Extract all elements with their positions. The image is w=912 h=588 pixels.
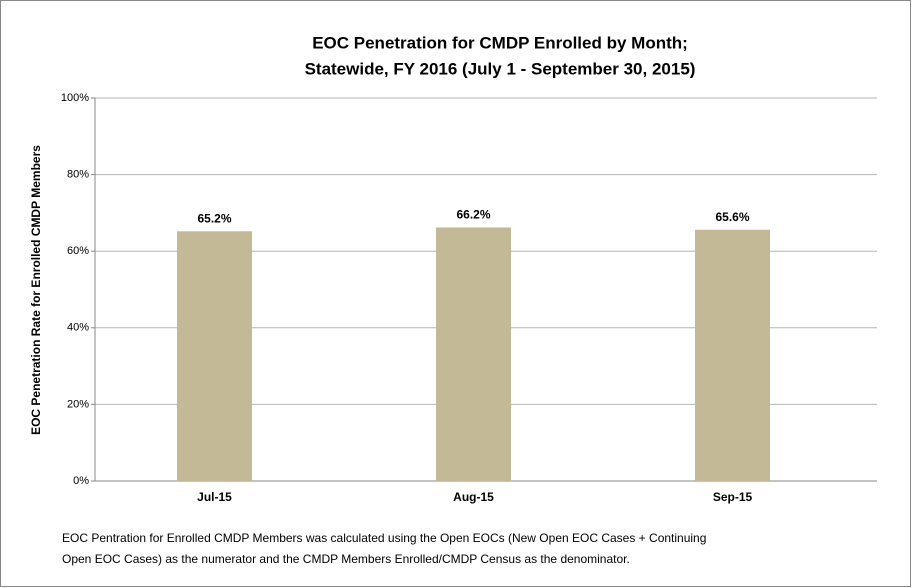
chart-title: Statewide, FY 2016 (July 1 - September 3…	[305, 59, 696, 78]
footnote: Open EOC Cases) as the numerator and the…	[62, 552, 630, 566]
data-label: 65.6%	[715, 210, 749, 224]
x-tick-label: Aug-15	[453, 490, 494, 504]
y-tick-label: 60%	[67, 245, 89, 257]
y-tick-label: 100%	[61, 92, 89, 104]
footnote: EOC Pentration for Enrolled CMDP Members…	[62, 531, 706, 545]
y-tick-label: 20%	[67, 398, 89, 410]
bar	[695, 229, 770, 481]
data-label: 65.2%	[197, 211, 231, 225]
bar	[436, 227, 511, 481]
x-tick-label: Jul-15	[197, 490, 232, 504]
chart-title: EOC Penetration for CMDP Enrolled by Mon…	[312, 33, 688, 52]
y-tick-label: 0%	[73, 475, 89, 487]
data-label: 66.2%	[456, 208, 490, 222]
x-tick-label: Sep-15	[713, 490, 753, 504]
y-tick-label: 40%	[67, 322, 89, 334]
bar	[177, 231, 252, 481]
y-axis-label: EOC Penetration Rate for Enrolled CMDP M…	[29, 145, 43, 435]
y-tick-label: 80%	[67, 169, 89, 181]
